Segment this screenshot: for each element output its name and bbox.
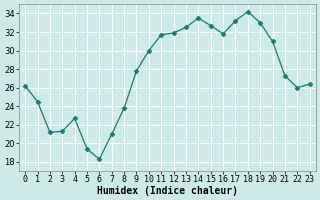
X-axis label: Humidex (Indice chaleur): Humidex (Indice chaleur) — [97, 186, 238, 196]
